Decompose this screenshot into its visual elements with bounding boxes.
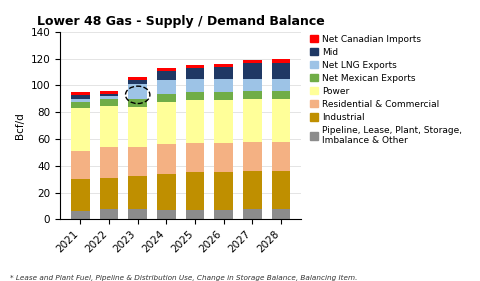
Bar [243, 142, 262, 171]
Bar [71, 95, 90, 99]
Bar [215, 67, 233, 79]
Bar [100, 106, 119, 147]
Bar [100, 178, 119, 209]
Bar [100, 147, 119, 178]
Bar [272, 59, 290, 63]
Y-axis label: Bcf/d: Bcf/d [15, 112, 25, 139]
Bar [157, 210, 176, 219]
Bar [215, 173, 233, 210]
Bar [100, 209, 119, 219]
Bar [157, 144, 176, 174]
Bar [100, 96, 119, 99]
Bar [71, 179, 90, 211]
Bar [186, 68, 204, 79]
Bar [215, 210, 233, 219]
Bar [128, 80, 147, 84]
Text: * Lease and Plant Fuel, Pipeline & Distribution Use, Change in Storage Balance, : * Lease and Plant Fuel, Pipeline & Distr… [10, 275, 357, 281]
Bar [71, 211, 90, 219]
Bar [272, 99, 290, 142]
Bar [186, 92, 204, 100]
Bar [71, 101, 90, 108]
Bar [215, 64, 233, 67]
Bar [272, 209, 290, 219]
Bar [71, 92, 90, 95]
Bar [157, 101, 176, 144]
Bar [157, 68, 176, 71]
Bar [186, 65, 204, 68]
Bar [243, 79, 262, 91]
Bar [186, 100, 204, 143]
Bar [243, 171, 262, 209]
Title: Lower 48 Gas - Supply / Demand Balance: Lower 48 Gas - Supply / Demand Balance [37, 15, 324, 28]
Bar [243, 209, 262, 219]
Bar [272, 79, 290, 91]
Bar [215, 100, 233, 143]
Bar [272, 91, 290, 99]
Bar [157, 80, 176, 94]
Bar [128, 209, 147, 219]
Bar [186, 210, 204, 219]
Bar [128, 78, 147, 80]
Bar [243, 63, 262, 79]
Bar [272, 142, 290, 171]
Bar [71, 151, 90, 179]
Bar [71, 99, 90, 101]
Bar [272, 171, 290, 209]
Legend: Net Canadian Imports, Mid, Net LNG Exports, Net Mexican Exports, Power, Resident: Net Canadian Imports, Mid, Net LNG Expor… [308, 33, 464, 147]
Bar [186, 143, 204, 173]
Bar [243, 60, 262, 63]
Bar [243, 91, 262, 99]
Bar [186, 79, 204, 92]
Bar [243, 99, 262, 142]
Bar [71, 108, 90, 151]
Bar [128, 99, 147, 107]
Bar [186, 173, 204, 210]
Bar [215, 143, 233, 173]
Bar [272, 63, 290, 79]
Bar [128, 84, 147, 99]
Bar [215, 79, 233, 92]
Bar [157, 71, 176, 80]
Bar [100, 99, 119, 106]
Bar [157, 94, 176, 101]
Bar [100, 91, 119, 94]
Bar [157, 174, 176, 210]
Bar [215, 92, 233, 100]
Bar [128, 107, 147, 147]
Bar [128, 176, 147, 209]
Bar [128, 147, 147, 176]
Bar [100, 94, 119, 96]
